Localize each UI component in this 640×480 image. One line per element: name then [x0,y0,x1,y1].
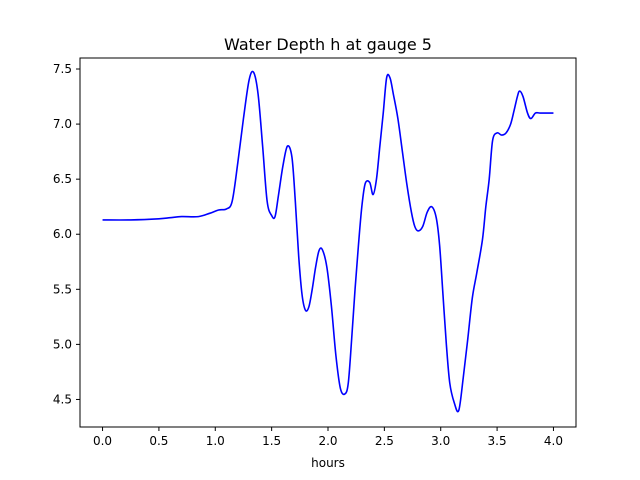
y-tick-label: 4.5 [53,392,72,406]
series-line-0 [102,70,554,413]
x-tick-label: 1.0 [206,434,225,448]
x-tick-label: 4.0 [544,434,563,448]
chart-title: Water Depth h at gauge 5 [224,35,432,54]
y-tick-label: 7.5 [53,62,72,76]
y-axis: 4.5 5.0 5.5 6.0 6.5 7.0 7.5 [53,62,80,406]
x-tick-label: 2.5 [375,434,394,448]
y-tick-label: 5.5 [53,282,72,296]
x-tick-label: 0.5 [149,434,168,448]
plot-area [102,70,554,413]
y-tick-label: 7.0 [53,117,72,131]
x-axis-label: hours [311,456,345,470]
x-tick-label: 0.0 [93,434,112,448]
x-tick-label: 3.0 [431,434,450,448]
x-tick-label: 1.5 [262,434,281,448]
y-tick-label: 6.0 [53,227,72,241]
x-axis: 0.0 0.5 1.0 1.5 2.0 2.5 3.0 3.5 4.0 [93,427,563,448]
x-tick-label: 3.5 [488,434,507,448]
y-tick-label: 5.0 [53,337,72,351]
y-tick-label: 6.5 [53,172,72,186]
x-tick-label: 2.0 [318,434,337,448]
